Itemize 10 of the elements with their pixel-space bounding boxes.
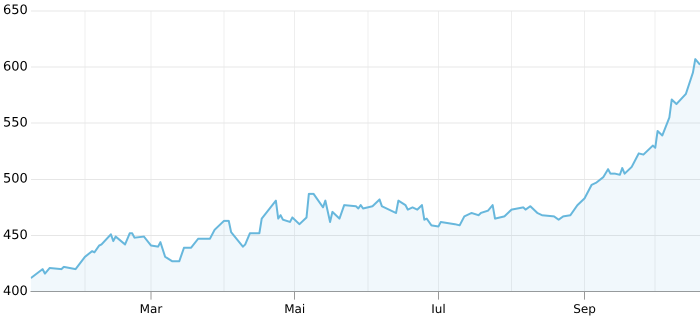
y-tick-label: 650 [2, 3, 28, 18]
x-tick-label: Mai [284, 302, 306, 316]
y-tick-label: 450 [2, 228, 28, 243]
y-tick-label: 500 [2, 172, 28, 187]
y-tick-label: 550 [2, 115, 28, 130]
x-tick-label: Sep [573, 302, 596, 316]
y-tick-label: 600 [2, 59, 28, 74]
y-tick-label: 400 [2, 284, 28, 299]
x-tick-label: Mar [140, 302, 162, 316]
x-tick-label: Iul [431, 302, 446, 316]
